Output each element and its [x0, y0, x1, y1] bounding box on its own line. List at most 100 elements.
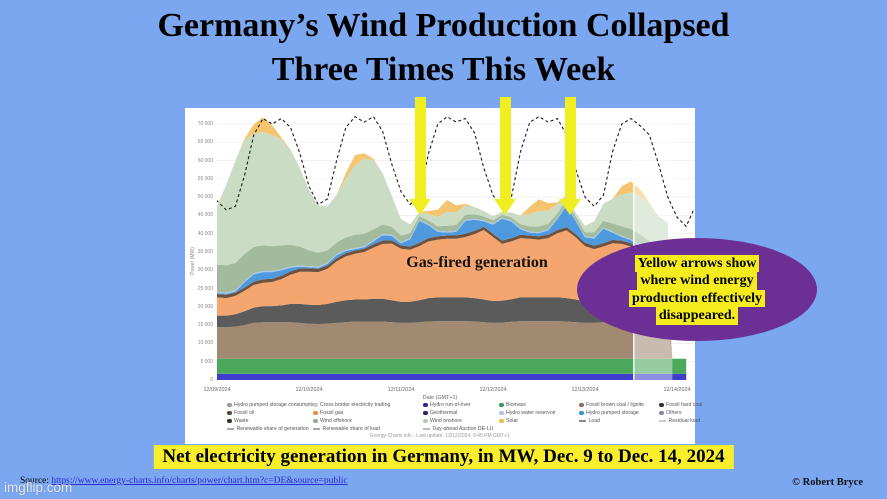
y-tick-label: 0 [210, 377, 213, 383]
legend-line-icon [227, 428, 234, 430]
x-axis-title: Date (GMT+1) [422, 395, 458, 401]
legend-column: Hydro run-of-river Geothermal Wind onshore… [423, 402, 493, 434]
y-tick-label: 50 000 [197, 194, 213, 201]
legend-item: Geothermal [423, 410, 493, 416]
legend-label: Wind onshore [430, 418, 463, 424]
legend-item: Fossil brown coal / lignite [579, 402, 644, 408]
callout-text-line: production effectively [629, 289, 765, 307]
legend-column: Fossil brown coal / lignite Hydro pumped … [579, 402, 644, 426]
x-tick-label: 12/10/2024 [295, 387, 323, 393]
source-label: Source: [20, 476, 50, 486]
legend-dot-icon [579, 402, 584, 408]
legend-item: Hydro run-of-river [423, 402, 493, 408]
area-wind-onshore [217, 132, 687, 359]
y-axis-title: Power (MW) [190, 247, 196, 275]
arrow-shaft [414, 97, 426, 199]
arrow-shaft [499, 97, 511, 199]
y-tick-label: 5 000 [200, 358, 213, 365]
wind-collapse-arrow-2 [494, 97, 516, 215]
x-tick-label: 12/14/2024 [663, 387, 691, 393]
arrow-head [409, 199, 431, 215]
legend-item: Load [579, 418, 644, 424]
y-tick-label: 10 000 [197, 340, 213, 347]
legend-label: Solar [506, 418, 519, 424]
gas-generation-annotation: Gas-fired generation [406, 254, 548, 271]
legend-item: Day-ahead Auction DE-LU [423, 426, 493, 432]
legend-label: Biomass [506, 402, 526, 408]
legend-item: Renewable share of generation [227, 426, 318, 432]
legend-label: Renewable share of generation [236, 426, 309, 432]
legend-label: Fossil oil [234, 410, 255, 416]
arrow-shaft [564, 97, 576, 199]
legend-label: Load [588, 418, 601, 424]
wind-collapse-arrow-1 [409, 97, 431, 215]
legend-label: Fossil brown coal / lignite [586, 402, 644, 408]
legend-dot-icon [227, 402, 232, 408]
chart-source-caption: Energy-Charts.info - Last update: 13/12/… [370, 433, 510, 439]
legend-line-icon [313, 428, 320, 430]
callout-text-line: disappeared. [655, 307, 739, 325]
x-tick-label: 12/13/2024 [571, 387, 599, 393]
legend-dot-icon [499, 418, 504, 424]
y-tick-label: 25 000 [197, 285, 213, 292]
legend-dot-icon [423, 402, 428, 408]
legend-line-icon [659, 420, 666, 422]
legend-line-icon [423, 428, 430, 430]
legend-dot-icon [423, 410, 428, 416]
legend-label: Geothermal [430, 410, 458, 416]
callout-ellipse: Yellow arrows show where wind energy pro… [577, 238, 817, 341]
legend-column: Cross border electricity trading Fossil g… [313, 402, 390, 434]
legend-label: Hydro pumped storage consumption [234, 402, 318, 408]
legend-item: Hydro water reservoir [499, 410, 556, 416]
legend-dot-icon [313, 402, 318, 408]
legend-dot-icon [499, 402, 504, 408]
area-fossil-brown-coal [217, 321, 687, 359]
title-line-2: Three Times This Week [271, 51, 616, 88]
legend-column: Fossil hard coal Others Residual load [659, 402, 702, 426]
legend-column: Hydro pumped storage consumption Fossil o… [227, 402, 318, 434]
legend-dot-icon [659, 410, 664, 416]
callout-text-line: Yellow arrows show [634, 254, 760, 272]
legend-item: Wind offshore [313, 418, 390, 424]
legend-dot-icon [659, 402, 664, 408]
legend-label: Others [666, 410, 682, 416]
y-tick-label: 45 000 [197, 212, 213, 219]
y-tick-label: 40 000 [197, 230, 213, 237]
source-url-link[interactable]: https://www.energy-charts.info/charts/po… [51, 476, 348, 486]
legend-dot-icon [313, 418, 318, 424]
legend-label: Hydro water reservoir [506, 410, 556, 416]
legend-item: Renewable share of load [313, 426, 390, 432]
legend-label: Fossil gas [320, 410, 344, 416]
legend-column: Biomass Hydro water reservoir Solar [499, 402, 556, 426]
meme-title: Germany’s Wind Production Collapsed Thre… [0, 4, 887, 92]
x-tick-label: 12/09/2024 [203, 387, 231, 393]
legend-label: Cross border electricity trading [320, 402, 391, 408]
legend-label: Fossil hard coal [666, 402, 703, 408]
legend-item: Solar [499, 418, 556, 424]
legend-item: Fossil hard coal [659, 402, 702, 408]
legend-line-icon [579, 420, 586, 422]
legend-dot-icon [227, 418, 232, 424]
area-hydro-run-of-river [217, 373, 687, 380]
imgflip-watermark: imgflip.com [4, 480, 73, 495]
y-tick-label: 30 000 [197, 267, 213, 274]
legend-label: Renewable share of load [322, 426, 380, 432]
legend-item: Hydro pumped storage consumption [227, 402, 318, 408]
area-biomass [217, 358, 687, 374]
legend-dot-icon [579, 410, 584, 416]
legend-item: Fossil oil [227, 410, 318, 416]
y-tick-label: 35 000 [197, 248, 213, 255]
legend-item: Others [659, 410, 702, 416]
legend-dot-icon [499, 410, 504, 416]
load-line [217, 115, 695, 228]
y-tick-label: 15 000 [197, 322, 213, 329]
title-line-1: Germany’s Wind Production Collapsed [157, 7, 730, 44]
legend-item: Hydro pumped storage [579, 410, 644, 416]
y-tick-label: 65 000 [197, 139, 213, 146]
callout-text-line: where wind energy [637, 272, 757, 290]
legend-item: Cross border electricity trading [313, 402, 390, 408]
legend-item: Wind onshore [423, 418, 493, 424]
legend-item: Waste [227, 418, 318, 424]
y-tick-label: 60 000 [197, 157, 213, 164]
legend-item: Biomass [499, 402, 556, 408]
